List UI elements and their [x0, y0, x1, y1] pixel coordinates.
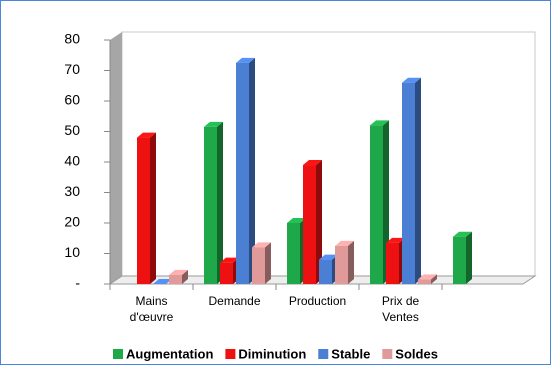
bar: [236, 57, 255, 284]
bar-side: [150, 132, 156, 284]
bar-side: [431, 274, 437, 284]
back-wall: [121, 31, 536, 277]
bar: [153, 279, 172, 284]
bar: [335, 240, 354, 284]
bar-front: [287, 223, 300, 284]
y-tick-label: 20: [64, 214, 80, 230]
bar-top: [204, 121, 223, 127]
bar-side: [217, 121, 223, 284]
bar-top: [153, 279, 172, 284]
y-tick-label: 50: [64, 122, 80, 138]
bar: [453, 231, 472, 284]
bar-side: [249, 57, 255, 284]
legend-label: Augmentation: [126, 346, 213, 361]
bar-top: [319, 254, 338, 260]
bar-front: [236, 62, 249, 284]
bar-top: [236, 57, 255, 63]
bar-top: [252, 242, 271, 248]
bar: [252, 242, 271, 284]
bar-front: [220, 262, 233, 284]
bar-top: [287, 218, 306, 223]
y-tick-label: 30: [64, 183, 80, 199]
bar-front: [386, 242, 399, 284]
x-tick-label: Production: [288, 294, 347, 308]
bar-top: [335, 240, 354, 246]
legend-swatch: [382, 349, 393, 359]
legend-label: Stable: [331, 346, 370, 361]
bar-side: [348, 240, 354, 284]
bar: [137, 132, 156, 284]
bar-side: [182, 269, 188, 284]
bar-top: [386, 237, 405, 243]
bar-front: [335, 245, 348, 284]
x-tick-label: Prix de Ventes: [381, 294, 420, 324]
bar-top: [402, 77, 421, 83]
legend-swatch: [113, 349, 123, 359]
y-tick-label: 60: [64, 92, 80, 108]
y-tick-label: 10: [64, 244, 80, 260]
bar-front: [137, 137, 150, 284]
bar-side: [466, 231, 472, 284]
bar-top: [137, 132, 156, 138]
legend-swatch: [225, 349, 236, 359]
bar-top: [418, 274, 437, 280]
bar-top: [220, 257, 239, 263]
bar-front: [252, 247, 265, 284]
y-tick-label: 80: [64, 31, 80, 47]
bar-front: [169, 274, 182, 284]
bar: [303, 160, 322, 284]
bar-front: [418, 279, 431, 284]
bar-front: [370, 125, 383, 285]
bar-top: [169, 269, 188, 275]
bar: [418, 274, 437, 284]
x-tick-label: Demande: [208, 294, 261, 308]
bar-front: [204, 126, 217, 284]
bar: [169, 269, 188, 284]
legend-swatch: [318, 349, 329, 359]
bar-top: [453, 231, 472, 237]
bar-front: [319, 259, 332, 284]
y-tick-label: 40: [64, 153, 80, 169]
bar: [402, 77, 421, 284]
y-tick-label: -: [75, 275, 80, 291]
bar-side: [415, 77, 421, 284]
bar-front: [303, 165, 316, 284]
bar-side: [316, 160, 322, 284]
bar-front: [402, 82, 415, 284]
legend-label: Diminution: [238, 346, 306, 361]
side-wall: [110, 32, 122, 284]
legend-label: Soldes: [395, 346, 438, 361]
x-tick-label: Mains d'œuvre: [129, 294, 174, 324]
bar: [204, 121, 223, 284]
bar-top: [303, 160, 322, 166]
y-tick-label: 70: [64, 61, 80, 77]
bar-top: [370, 120, 389, 126]
bar-side: [265, 242, 271, 284]
bar-front: [453, 236, 466, 284]
